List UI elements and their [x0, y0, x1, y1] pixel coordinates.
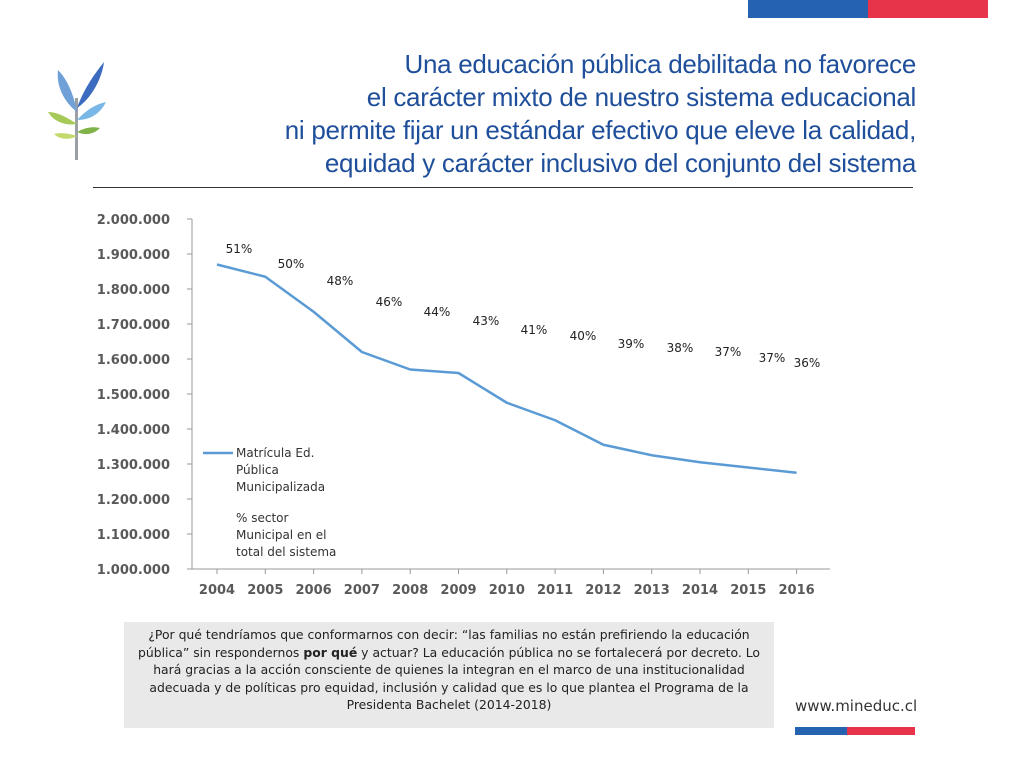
- x-tick-label: 2015: [730, 583, 766, 598]
- percent-annotation: 38%: [667, 341, 694, 355]
- plant-logo-icon: [48, 62, 106, 160]
- percent-annotation: 40%: [570, 329, 597, 343]
- commentary-text-1: ¿Por qué tendríamos que conformarnos con…: [138, 627, 750, 660]
- legend-pct-label: % sector: [236, 511, 288, 525]
- x-tick-label: 2008: [392, 583, 428, 598]
- y-tick-label: 2.000.000: [97, 213, 170, 228]
- legend-line-label: Pública: [236, 463, 279, 477]
- percent-annotation: 37%: [715, 345, 742, 359]
- percent-annotation: 41%: [521, 323, 548, 337]
- y-tick-label: 1.500.000: [97, 388, 170, 403]
- title-line-2: el carácter mixto de nuestro sistema edu…: [366, 82, 917, 112]
- enrollment-series-line: [216, 263, 797, 474]
- x-tick-label: 2011: [537, 583, 573, 598]
- y-tick-label: 1.400.000: [97, 423, 170, 438]
- flag-red-segment: [847, 727, 915, 735]
- percent-annotation: 48%: [327, 274, 354, 288]
- flag-blue-segment: [795, 727, 847, 735]
- legend-pct-label: Municipal en el: [236, 528, 326, 542]
- percent-annotation: 37%: [759, 351, 786, 365]
- x-tick-label: 2010: [489, 583, 525, 598]
- x-tick-label: 2005: [247, 583, 283, 598]
- y-tick-label: 1.900.000: [97, 248, 170, 263]
- x-tick-label: 2013: [634, 583, 670, 598]
- flag-stripe-bottom: [795, 727, 915, 735]
- slide-title: Una educación pública debilitada no favo…: [176, 48, 917, 180]
- legend-line-label: Municipalizada: [236, 480, 325, 494]
- y-tick-label: 1.200.000: [97, 493, 170, 508]
- title-line-4: equidad y carácter inclusivo del conjunt…: [324, 148, 916, 178]
- x-tick-label: 2012: [585, 583, 621, 598]
- y-tick-label: 1.700.000: [97, 318, 170, 333]
- y-tick-label: 1.300.000: [97, 458, 170, 473]
- percent-annotation: 50%: [278, 257, 305, 271]
- x-tick-label: 2007: [344, 583, 380, 598]
- percent-annotation: 43%: [473, 314, 500, 328]
- commentary-text-2: y actuar? La educación pública no se for…: [149, 644, 760, 713]
- x-tick-label: 2016: [779, 583, 815, 598]
- y-tick-label: 1.800.000: [97, 283, 170, 298]
- percent-annotation: 46%: [376, 295, 403, 309]
- flag-red-segment: [868, 0, 988, 18]
- x-tick-label: 2014: [682, 583, 718, 598]
- title-divider: [93, 187, 913, 188]
- percent-annotation: 51%: [226, 242, 253, 256]
- title-line-3: ni permite fijar un estándar efectivo qu…: [284, 115, 917, 145]
- flag-stripe-top: [748, 0, 988, 18]
- flag-blue-segment: [748, 0, 868, 18]
- y-tick-label: 1.600.000: [97, 353, 170, 368]
- legend-pct-label: total del sistema: [236, 545, 336, 559]
- commentary-box: ¿Por qué tendríamos que conformarnos con…: [124, 622, 774, 728]
- title-line-1: Una educación pública debilitada no favo…: [404, 49, 917, 79]
- percent-annotation: 44%: [424, 305, 451, 319]
- enrollment-line-chart: 2.000.000 1.900.000 1.800.000 1.700.000 1.60…: [97, 213, 830, 598]
- x-tick-label: 2009: [440, 583, 476, 598]
- x-tick-label: 2004: [199, 583, 235, 598]
- legend-line-label: Matrícula Ed.: [236, 446, 314, 460]
- commentary-bold: por qué: [303, 644, 358, 660]
- y-tick-label: 1.100.000: [97, 528, 170, 543]
- y-tick-label: 1.000.000: [97, 563, 170, 578]
- x-tick-label: 2006: [296, 583, 332, 598]
- website-url: www.mineduc.cl: [795, 697, 918, 715]
- percent-annotation: 39%: [618, 337, 645, 351]
- percent-annotation: 36%: [794, 356, 821, 370]
